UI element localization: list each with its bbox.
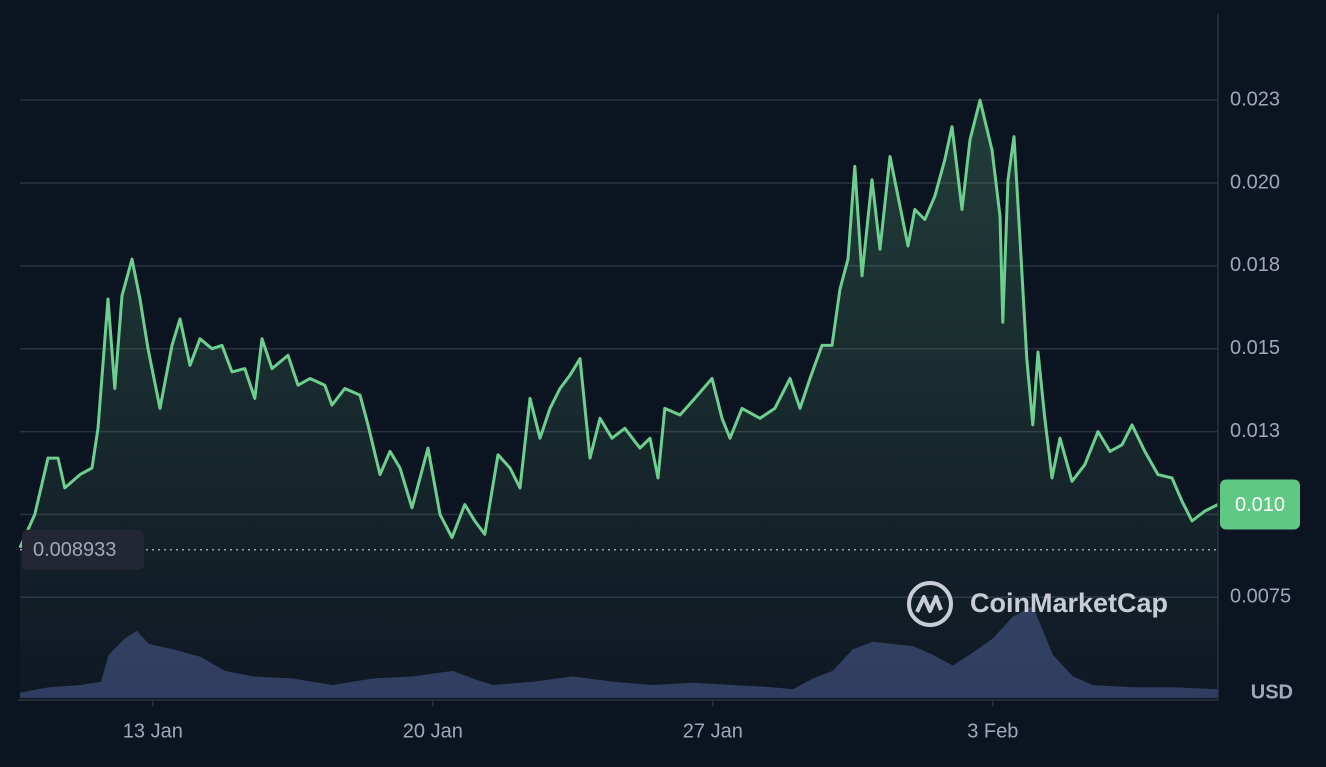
low-label-box [22, 529, 144, 570]
current-price-label: 0.010 [1235, 494, 1285, 516]
watermark-logo-mark [915, 595, 943, 613]
y-tick-label: 0.018 [1230, 254, 1280, 276]
current-price-badge [1220, 479, 1300, 530]
watermark-text: CoinMarketCap [970, 588, 1168, 618]
y-tick-label: 0.013 [1230, 420, 1280, 442]
x-tick-label: 13 Jan [123, 720, 183, 742]
x-tick-label: 3 Feb [967, 720, 1018, 742]
x-tick-label: 27 Jan [683, 720, 743, 742]
y-tick-label: 0.020 [1230, 171, 1280, 193]
y-tick-label: 0.0075 [1230, 586, 1291, 608]
price-line [18, 98, 1219, 549]
currency-label: USD [1251, 681, 1293, 703]
x-tick-label: 20 Jan [403, 720, 463, 742]
y-tick-label: 0.015 [1230, 337, 1280, 359]
y-tick-label: 0.023 [1230, 88, 1280, 110]
price-area [20, 100, 1218, 698]
low-label: 0.008933 [33, 539, 116, 561]
watermark-logo [907, 581, 953, 627]
data-layer: 0.008933 [18, 98, 1219, 698]
watermark: CoinMarketCap [907, 581, 1168, 627]
